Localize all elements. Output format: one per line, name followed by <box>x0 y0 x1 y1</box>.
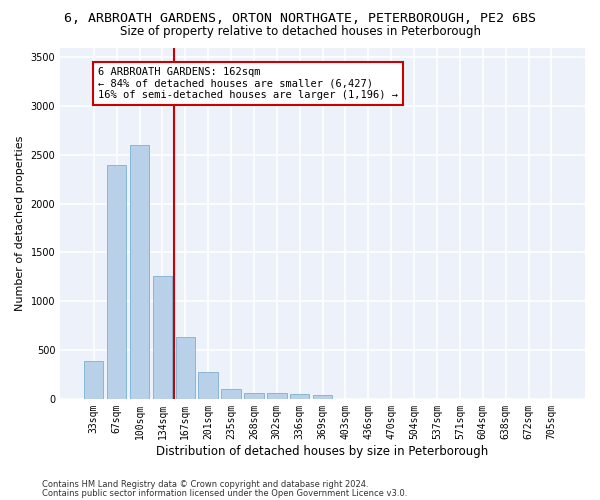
Bar <box>199 372 218 399</box>
Bar <box>176 338 195 399</box>
Bar <box>130 145 149 399</box>
Text: Contains HM Land Registry data © Crown copyright and database right 2024.: Contains HM Land Registry data © Crown c… <box>42 480 368 489</box>
Text: Size of property relative to detached houses in Peterborough: Size of property relative to detached ho… <box>119 25 481 38</box>
Bar <box>221 389 241 399</box>
Bar <box>107 164 127 399</box>
Bar <box>152 276 172 399</box>
Bar <box>267 394 287 399</box>
Bar <box>313 396 332 399</box>
Text: 6 ARBROATH GARDENS: 162sqm
← 84% of detached houses are smaller (6,427)
16% of s: 6 ARBROATH GARDENS: 162sqm ← 84% of deta… <box>98 67 398 100</box>
X-axis label: Distribution of detached houses by size in Peterborough: Distribution of detached houses by size … <box>157 444 489 458</box>
Bar <box>290 394 310 399</box>
Y-axis label: Number of detached properties: Number of detached properties <box>15 136 25 311</box>
Text: 6, ARBROATH GARDENS, ORTON NORTHGATE, PETERBOROUGH, PE2 6BS: 6, ARBROATH GARDENS, ORTON NORTHGATE, PE… <box>64 12 536 26</box>
Bar <box>244 393 263 399</box>
Text: Contains public sector information licensed under the Open Government Licence v3: Contains public sector information licen… <box>42 488 407 498</box>
Bar <box>84 361 103 399</box>
